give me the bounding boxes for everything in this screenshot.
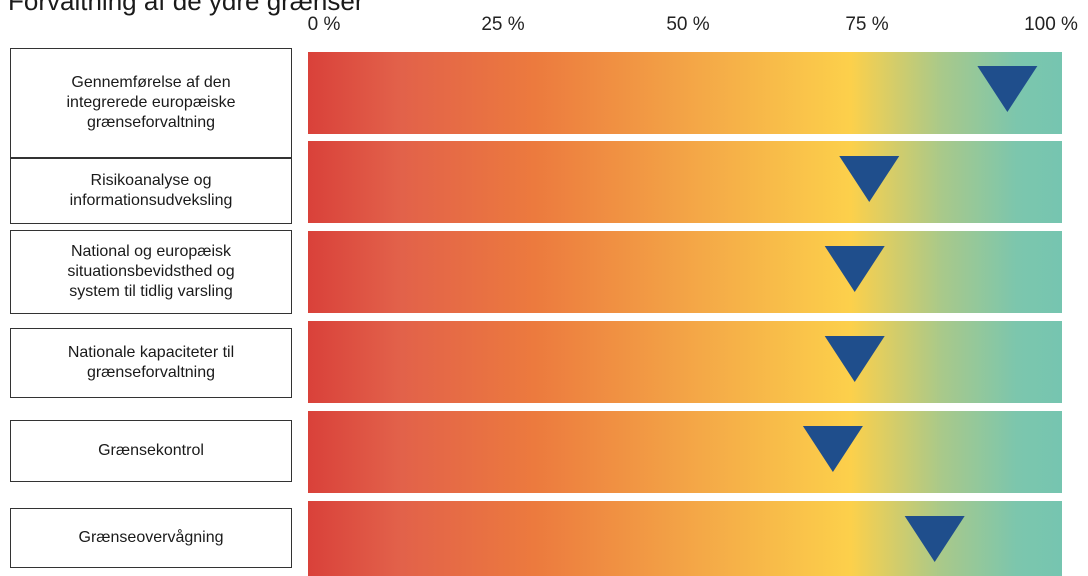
category-label: National og europæisk situationsbevidsth… [10, 230, 292, 314]
category-label: Nationale kapaciteter til grænseforvaltn… [10, 328, 292, 398]
value-marker [839, 156, 900, 202]
gradient-bar [308, 52, 1062, 134]
chart-title: Forvaltning af de ydre grænser [8, 0, 364, 16]
category-label: Gennemførelse af den integrerede europæi… [10, 48, 292, 158]
gradient-bar [308, 321, 1062, 403]
x-axis-ticks: 0 % 25 % 50 % 75 % 100 % [0, 0, 1088, 40]
value-marker [802, 426, 863, 472]
category-label: Grænseovervågning [10, 508, 292, 568]
tick-label: 100 % [1024, 14, 1078, 35]
category-label: Grænsekontrol [10, 420, 292, 482]
tick-label: 75 % [845, 14, 889, 35]
gradient-bar [308, 231, 1062, 313]
value-marker [824, 246, 885, 292]
tick-label: 25 % [481, 14, 525, 35]
tick-label: 50 % [666, 14, 710, 35]
tick-label: 0 % [307, 14, 341, 35]
gradient-bar [308, 141, 1062, 223]
value-marker [824, 336, 885, 382]
value-marker [977, 66, 1038, 112]
value-marker [904, 516, 965, 562]
category-label: Risikoanalyse og informationsudveksling [10, 158, 292, 224]
gradient-bar [308, 411, 1062, 493]
